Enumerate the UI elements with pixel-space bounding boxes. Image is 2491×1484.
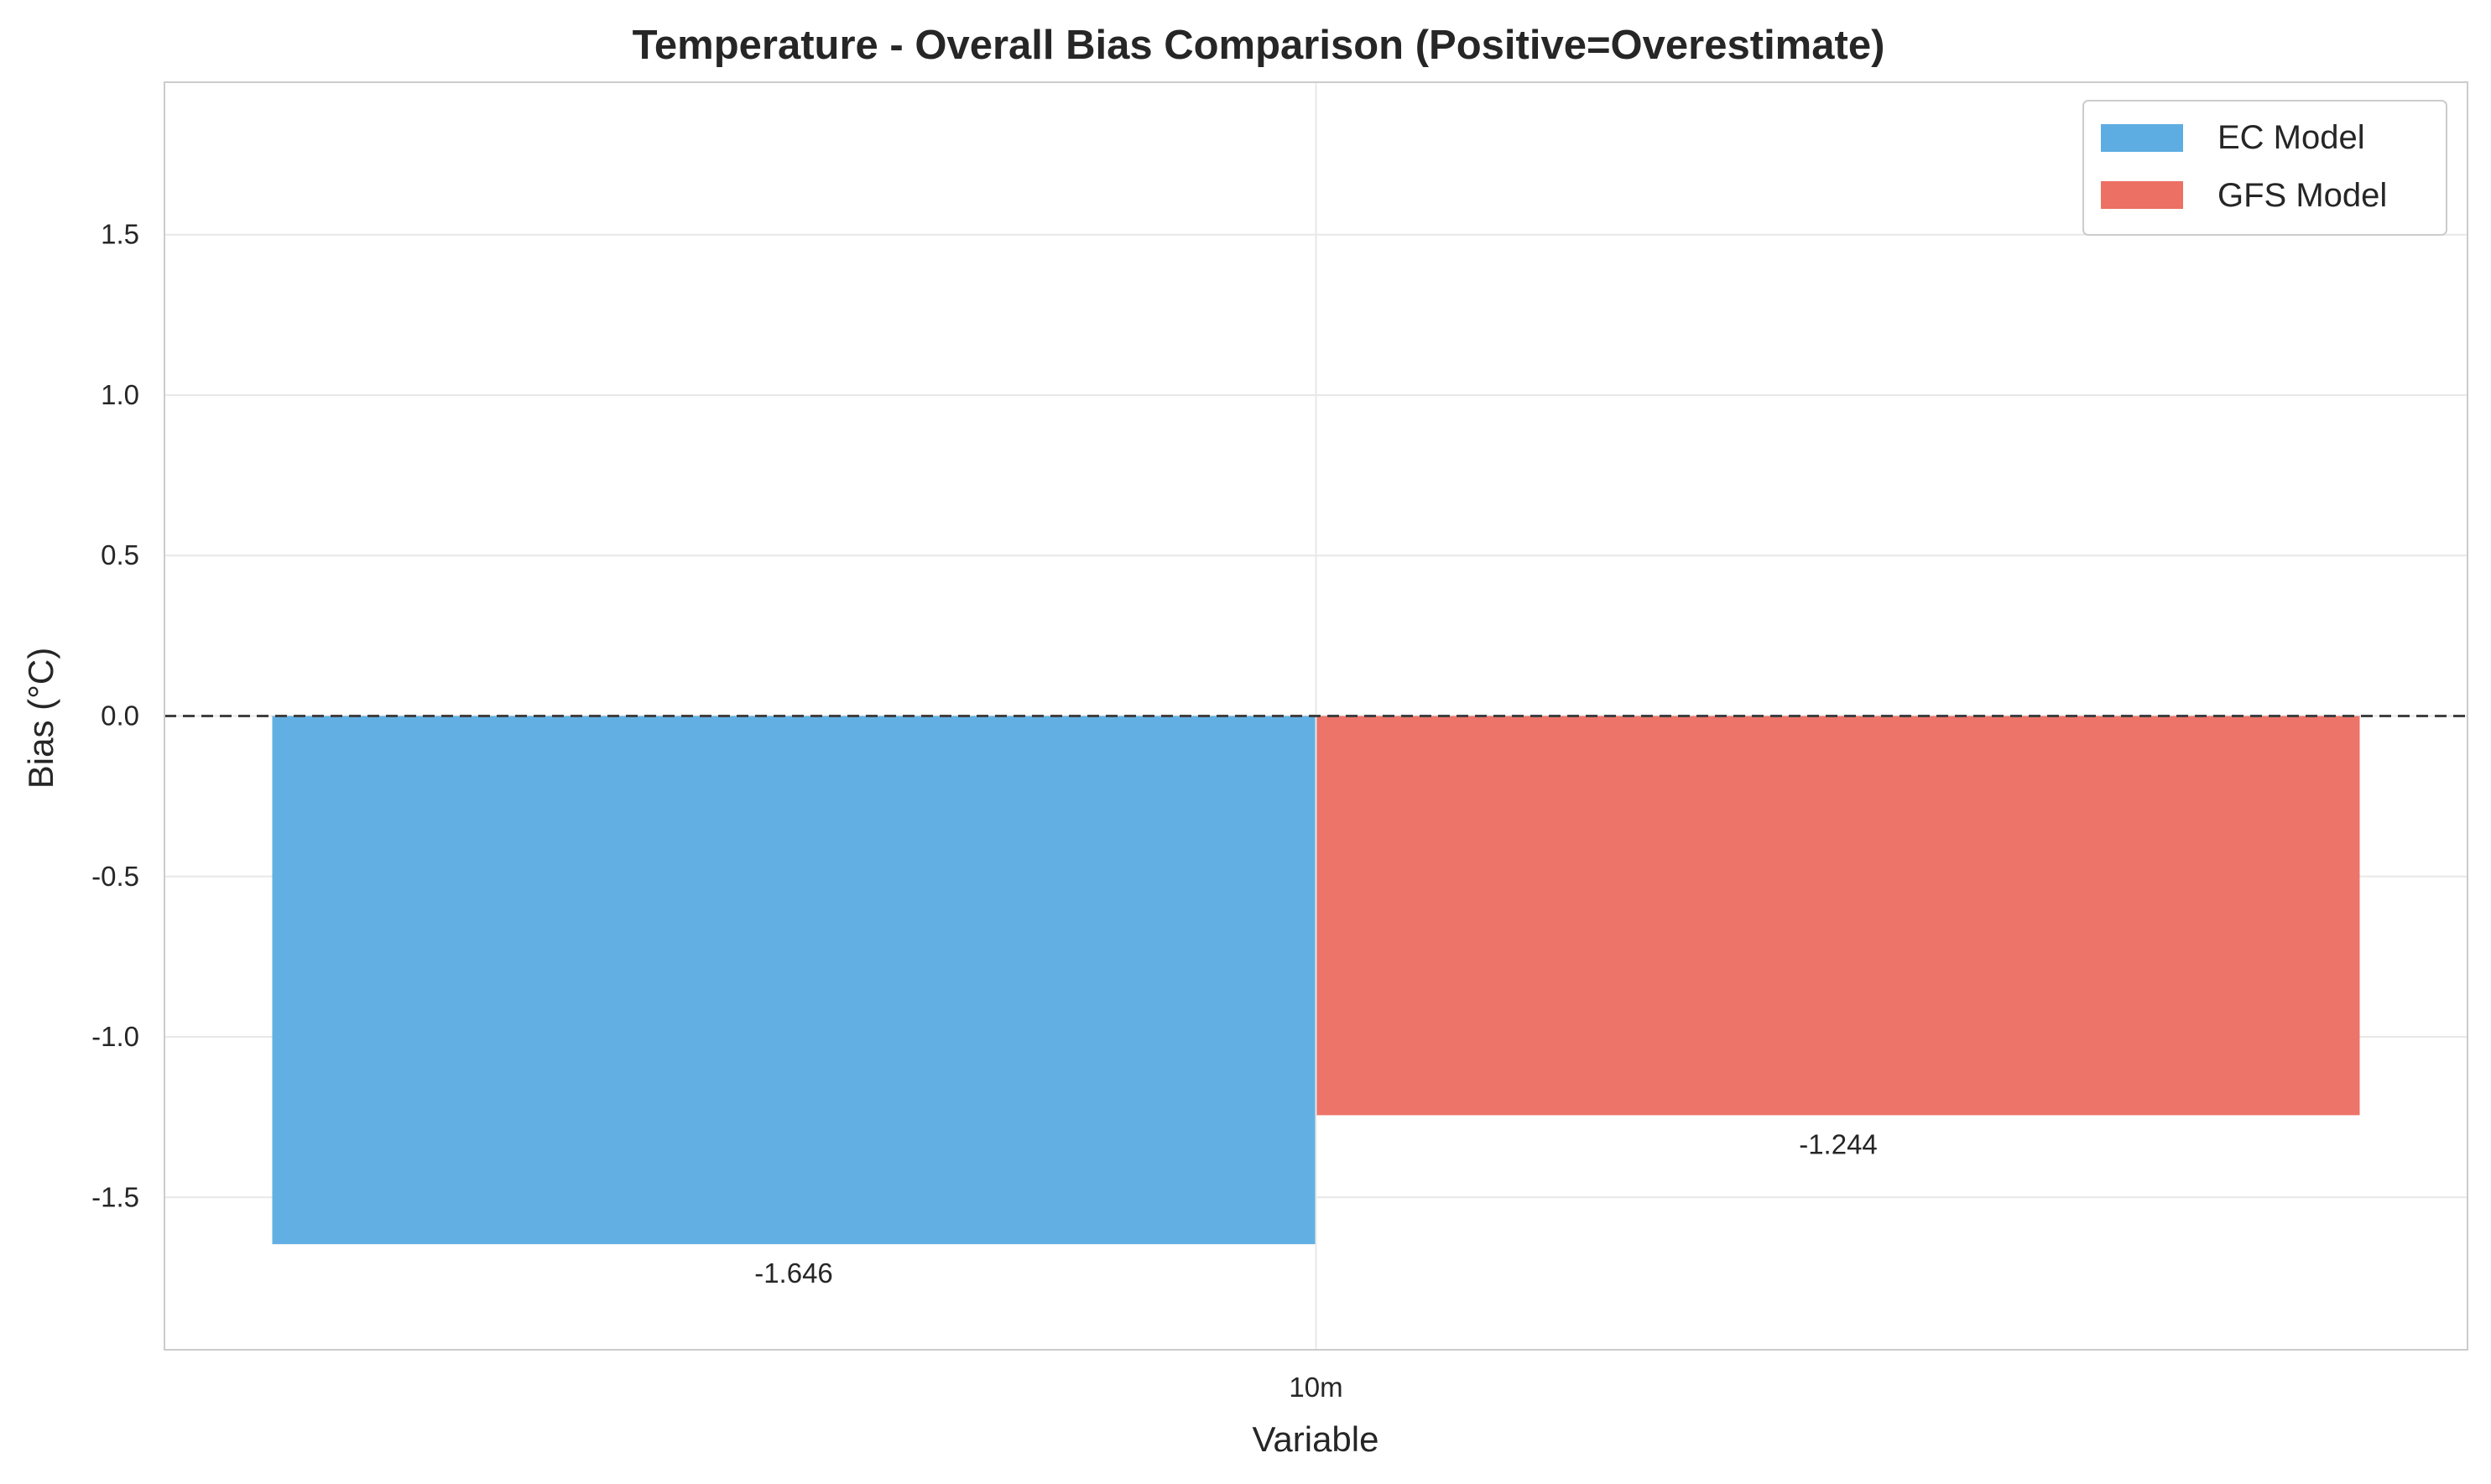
y-tick-label: 1.5: [101, 219, 139, 250]
data-label-gfs-model: -1.244: [1799, 1128, 1878, 1159]
legend-label-ec-model: EC Model: [2217, 119, 2365, 156]
y-tick-label: -1.0: [91, 1021, 139, 1052]
y-tick-label: 0.0: [101, 700, 139, 732]
plot-area-frame: [164, 81, 2468, 1351]
data-labels: -1.646 -1.244: [754, 1128, 1878, 1289]
bar-ec-model: [272, 716, 1316, 1245]
bars: [272, 716, 2360, 1245]
bar-gfs-model: [1316, 716, 2360, 1116]
legend-swatch-gfs-model: [2101, 181, 2183, 209]
data-label-ec-model: -1.646: [754, 1257, 833, 1289]
y-tick-label: -1.5: [91, 1181, 139, 1212]
legend-label-gfs-model: GFS Model: [2217, 177, 2387, 214]
y-axis-ticks: -1.5 -1.0 -0.5 0.0 0.5 1.0 1.5: [91, 219, 139, 1213]
legend-swatch-ec-model: [2101, 124, 2183, 152]
legend: EC Model GFS Model: [2082, 100, 2447, 236]
x-axis-label: Variable: [1253, 1419, 1379, 1459]
y-tick-label: 0.5: [101, 539, 139, 570]
x-tick-label: 10m: [1289, 1372, 1342, 1403]
y-tick-label: 1.0: [101, 379, 139, 410]
y-tick-label: -0.5: [91, 861, 139, 892]
x-axis-ticks: 10m: [1289, 1372, 1342, 1403]
chart-title: Temperature - Overall Bias Comparison (P…: [633, 23, 1885, 68]
y-axis-label: Bias (°C): [21, 648, 60, 789]
